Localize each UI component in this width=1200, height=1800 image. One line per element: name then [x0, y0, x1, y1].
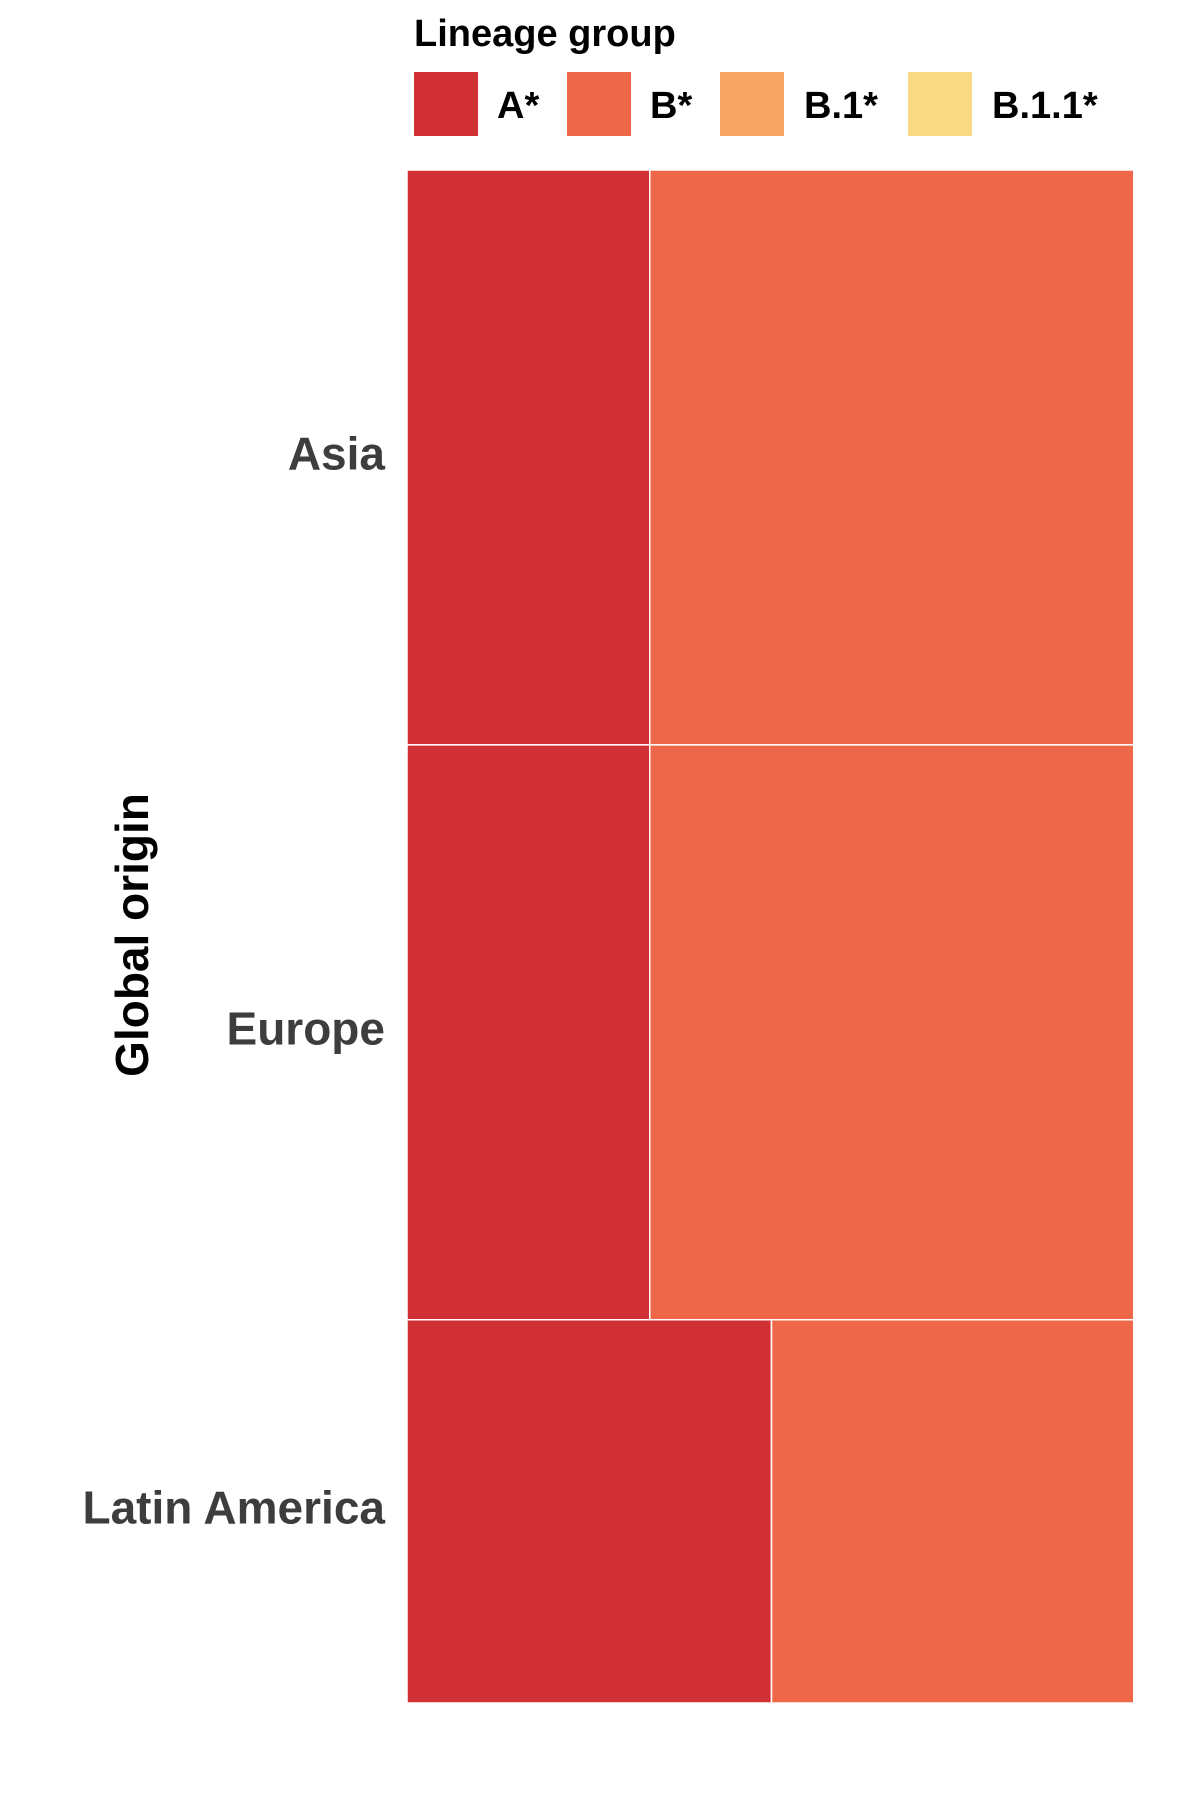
legend-title: Lineage group: [414, 13, 676, 55]
category-label: Latin America: [82, 1482, 385, 1534]
mosaic-tile: [406, 1319, 773, 1704]
y-axis-title: Global origin: [106, 793, 158, 1077]
mosaic-tile: [649, 744, 1135, 1321]
mosaic-tile: [1134, 1319, 1137, 1704]
legend-label: A*: [497, 85, 539, 127]
legend-swatch: [414, 72, 478, 136]
mosaic-tile: [406, 169, 651, 746]
legend-label: B.1*: [804, 85, 878, 127]
legend-swatch: [567, 72, 631, 136]
mosaic-tile: [1134, 169, 1137, 746]
legend: A* B* B.1* B.1.1*: [414, 72, 1098, 136]
legend-swatch: [908, 72, 972, 136]
legend-label: B.1.1*: [992, 85, 1098, 127]
legend-label: B*: [650, 85, 692, 127]
category-label: Asia: [288, 428, 386, 480]
mosaic-tile: [649, 169, 1135, 746]
category-labels: Asia Europe Latin America: [82, 428, 385, 1534]
mosaic-tile: [406, 744, 651, 1321]
mosaic-tile: [770, 1319, 1135, 1704]
mosaic-tiles: [406, 169, 1137, 1704]
category-label: Europe: [227, 1002, 385, 1054]
legend-swatch: [720, 72, 784, 136]
mosaic-tile: [1134, 744, 1137, 1321]
